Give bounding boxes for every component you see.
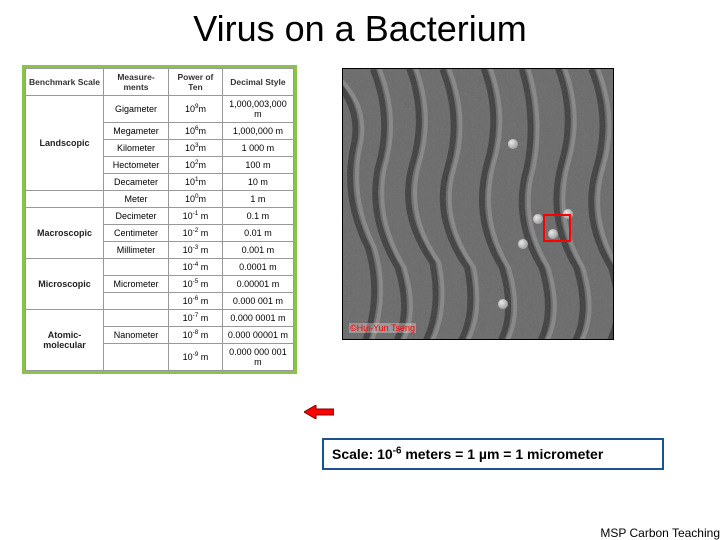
power-cell: 10-4 m	[169, 259, 223, 276]
decimal-cell: 0.000 001 m	[222, 293, 293, 310]
power-cell: 10-9 m	[169, 344, 223, 371]
measurement-cell: Millimeter	[103, 242, 168, 259]
decimal-cell: 10 m	[222, 174, 293, 191]
benchmark-cell: Atomic-molecular	[26, 310, 104, 371]
decimal-cell: 0.0001 m	[222, 259, 293, 276]
decimal-cell: 0.00001 m	[222, 276, 293, 293]
col-measure: Measure-ments	[103, 69, 168, 96]
decimal-cell: 0.000 00001 m	[222, 327, 293, 344]
virus-particle	[508, 139, 518, 149]
decimal-cell: 100 m	[222, 157, 293, 174]
power-cell: 100m	[169, 191, 223, 208]
col-decimal: Decimal Style	[222, 69, 293, 96]
benchmark-cell: Microscopic	[26, 259, 104, 310]
measurement-cell: Nanometer	[103, 327, 168, 344]
measurement-cell: Gigameter	[103, 96, 168, 123]
measurement-cell: Decimeter	[103, 208, 168, 225]
power-cell: 10-6 m	[169, 293, 223, 310]
measurement-cell: Micrometer	[103, 276, 168, 293]
decimal-cell: 0.000 000 001 m	[222, 344, 293, 371]
power-cell: 103m	[169, 140, 223, 157]
measurement-cell: Decameter	[103, 174, 168, 191]
scale-table: Benchmark Scale Measure-ments Power of T…	[25, 68, 294, 371]
benchmark-cell: Macroscopic	[26, 208, 104, 259]
col-power: Power of Ten	[169, 69, 223, 96]
copyright-text: ©Hui-Yun Tseng	[349, 323, 416, 333]
highlight-box	[543, 214, 571, 242]
power-cell: 10-1 m	[169, 208, 223, 225]
measurement-cell	[103, 293, 168, 310]
virus-particle	[533, 214, 543, 224]
benchmark-cell	[26, 191, 104, 208]
power-cell: 102m	[169, 157, 223, 174]
power-cell: 109m	[169, 96, 223, 123]
virus-particle	[498, 299, 508, 309]
scale-table-container: Benchmark Scale Measure-ments Power of T…	[22, 65, 297, 374]
virus-particle	[518, 239, 528, 249]
power-cell: 101m	[169, 174, 223, 191]
measurement-cell: Kilometer	[103, 140, 168, 157]
pointer-arrow-icon	[304, 405, 334, 419]
col-benchmark: Benchmark Scale	[26, 69, 104, 96]
decimal-cell: 0.01 m	[222, 225, 293, 242]
measurement-cell: Hectometer	[103, 157, 168, 174]
decimal-cell: 1,000,003,000 m	[222, 96, 293, 123]
measurement-cell	[103, 259, 168, 276]
measurement-cell: Centimeter	[103, 225, 168, 242]
measurement-cell: Meter	[103, 191, 168, 208]
power-cell: 10-3 m	[169, 242, 223, 259]
measurement-cell: Megameter	[103, 123, 168, 140]
decimal-cell: 0.000 0001 m	[222, 310, 293, 327]
micrograph-image: ©Hui-Yun Tseng	[342, 68, 614, 340]
power-cell: 10-7 m	[169, 310, 223, 327]
power-cell: 10-2 m	[169, 225, 223, 242]
measurement-cell	[103, 310, 168, 327]
power-cell: 10-8 m	[169, 327, 223, 344]
footer-credit: MSP Carbon Teaching	[600, 527, 720, 540]
decimal-cell: 0.001 m	[222, 242, 293, 259]
decimal-cell: 1 000 m	[222, 140, 293, 157]
scale-caption: Scale: 10-6 meters = 1 µm = 1 micrometer	[322, 438, 664, 470]
benchmark-cell: Landscopic	[26, 96, 104, 191]
power-cell: 106m	[169, 123, 223, 140]
decimal-cell: 1,000,000 m	[222, 123, 293, 140]
measurement-cell	[103, 344, 168, 371]
decimal-cell: 0.1 m	[222, 208, 293, 225]
decimal-cell: 1 m	[222, 191, 293, 208]
slide-title: Virus on a Bacterium	[0, 0, 720, 50]
power-cell: 10-5 m	[169, 276, 223, 293]
